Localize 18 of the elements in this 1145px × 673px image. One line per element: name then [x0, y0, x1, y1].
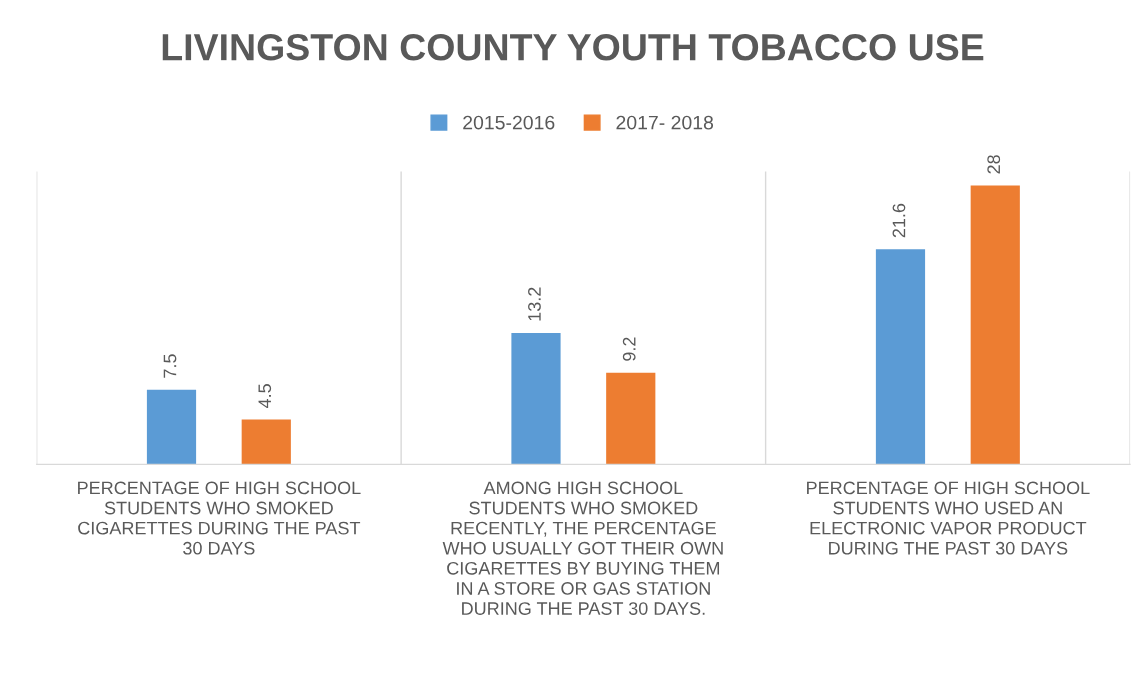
data-label: 13.2 [528, 287, 541, 321]
bar [241, 419, 291, 465]
legend-label: 2017- 2018 [616, 115, 714, 130]
legend-label: 2015-2016 [463, 115, 555, 130]
bar [146, 389, 197, 465]
data-label: 7.5 [163, 354, 177, 378]
data-label: 4.5 [258, 384, 272, 409]
bar [606, 372, 656, 465]
bar [875, 249, 926, 465]
data-label: 28 [987, 155, 1001, 174]
data-label: 21.6 [892, 203, 906, 238]
x-tick-label: AMONG HIGH SCHOOL STUDENTS WHO SMOKED RECENTLY, THE PERCENTAGE WHO USUALLY GOT THEIR OWN CIGARETTES BY BUYING THEM IN A STORE OR GAS STATION DURING THE PAST 30 DAYS. [442, 481, 723, 615]
bar [970, 185, 1020, 465]
x-tick-label: PERCENTAGE OF HIGH SCHOOL STUDENTS WHO SMOKED CIGARETTES DURING THE PAST 30 DAYS [78, 481, 361, 555]
data-label: 9.2 [622, 337, 636, 361]
bar [511, 332, 561, 465]
x-tick-label: PERCENTAGE OF HIGH SCHOOL STUDENTS WHO USED AN ELECTRONIC VAPOR PRODUCT DURING THE PAST 30 DAYS [807, 481, 1090, 555]
chart-title: LIVINGSTON COUNTY YOUTH TOBACCO USE [162, 33, 984, 61]
